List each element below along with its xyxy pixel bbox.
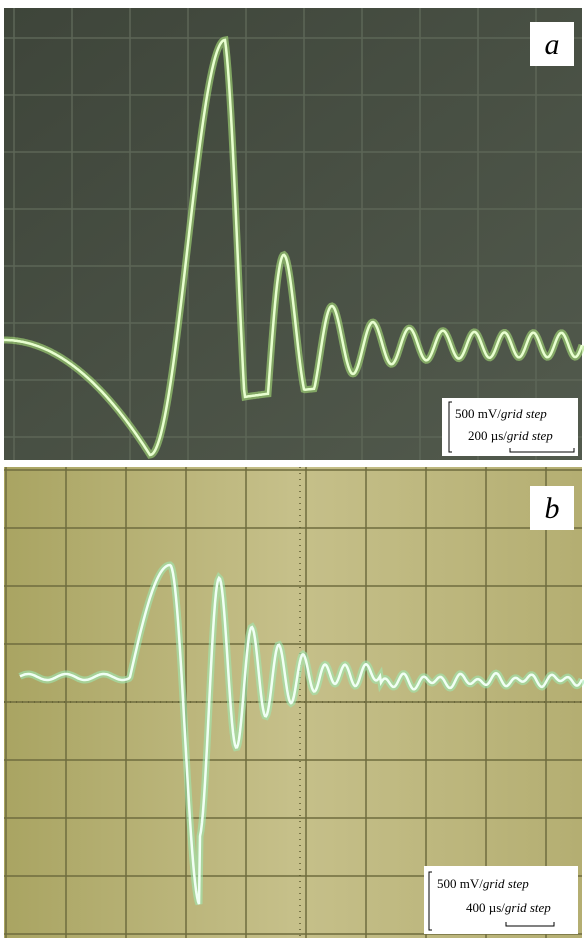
scale-text: 500 mV/grid step	[437, 876, 529, 891]
per: grid step	[483, 876, 529, 891]
waveform	[19, 563, 584, 905]
scale-bracket	[428, 871, 555, 931]
scale-text: 200 µs/grid step	[468, 428, 553, 443]
label-box	[530, 486, 574, 530]
amount: 200 µs/	[468, 428, 507, 443]
scale-bracket	[448, 401, 575, 453]
per: grid step	[507, 428, 553, 443]
waveform	[4, 38, 584, 457]
amount: 500 mV/	[455, 406, 501, 421]
screen-a	[4, 8, 582, 460]
scale-box	[424, 866, 578, 934]
amount: 400 µs/	[466, 900, 505, 915]
waves	[4, 35, 584, 906]
amount: 500 mV/	[437, 876, 483, 891]
panel-label: a	[545, 28, 560, 61]
per: grid step	[501, 406, 547, 421]
scale-text: 500 mV/grid step	[455, 406, 547, 421]
per: grid step	[505, 900, 551, 915]
scale-box	[442, 398, 578, 456]
panel-label: b	[545, 492, 560, 525]
scale-text: 400 µs/grid step	[466, 900, 551, 915]
label-box	[530, 22, 574, 66]
